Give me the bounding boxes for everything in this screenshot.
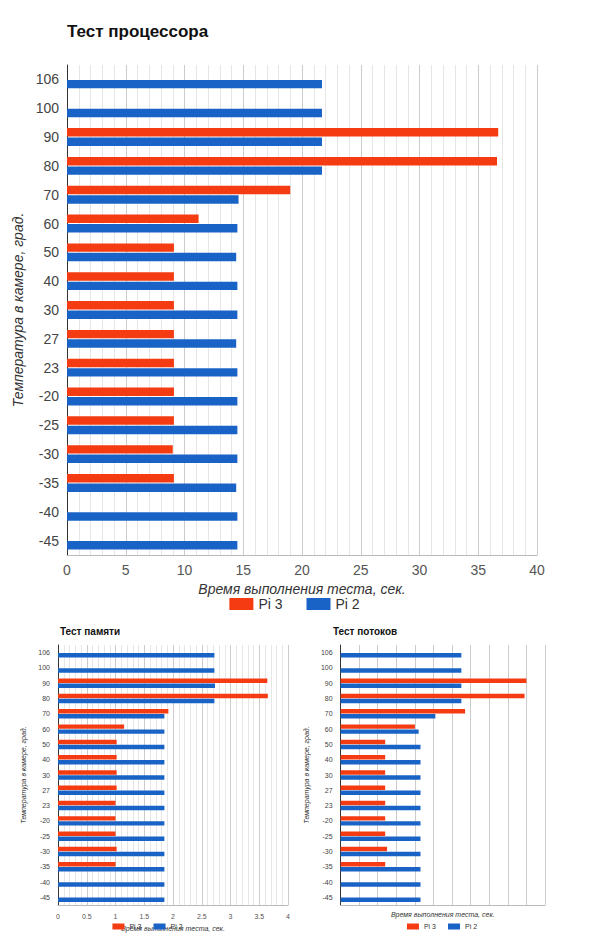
svg-text:70: 70: [325, 710, 333, 717]
svg-text:106: 106: [38, 649, 50, 656]
svg-text:Тест памяти: Тест памяти: [60, 626, 120, 637]
svg-text:1.5: 1.5: [139, 913, 149, 920]
svg-text:Тест процессора: Тест процессора: [67, 22, 209, 41]
svg-text:Pi 2: Pi 2: [171, 923, 183, 930]
svg-text:Pi 2: Pi 2: [336, 596, 360, 612]
svg-text:15: 15: [235, 562, 251, 578]
svg-text:Температура в камере, град.: Температура в камере, град.: [10, 213, 26, 408]
svg-text:40: 40: [325, 756, 333, 763]
svg-text:40: 40: [43, 273, 59, 289]
svg-text:5: 5: [122, 562, 130, 578]
svg-text:-30: -30: [322, 848, 332, 855]
svg-text:Температура в камере, град.: Температура в камере, град.: [20, 726, 28, 823]
svg-text:Температура в камере, град.: Температура в камере, град.: [303, 726, 311, 823]
svg-text:23: 23: [42, 802, 50, 809]
svg-text:70: 70: [43, 187, 59, 203]
svg-text:-35: -35: [40, 863, 50, 870]
svg-text:-25: -25: [39, 417, 59, 433]
svg-text:Pi 3: Pi 3: [129, 923, 141, 930]
svg-text:80: 80: [325, 695, 333, 702]
svg-text:50: 50: [42, 741, 50, 748]
svg-text:50: 50: [43, 244, 59, 260]
svg-text:4: 4: [286, 913, 290, 920]
svg-text:-35: -35: [39, 475, 59, 491]
svg-text:27: 27: [43, 331, 59, 347]
svg-text:60: 60: [43, 216, 59, 232]
svg-text:80: 80: [42, 695, 50, 702]
svg-text:-45: -45: [39, 533, 59, 549]
svg-text:Pi 2: Pi 2: [465, 923, 477, 930]
svg-text:-40: -40: [40, 879, 50, 886]
svg-text:30: 30: [43, 302, 59, 318]
svg-text:90: 90: [43, 129, 59, 145]
svg-text:30: 30: [412, 562, 428, 578]
svg-text:-45: -45: [40, 894, 50, 901]
svg-text:90: 90: [42, 680, 50, 687]
svg-text:-20: -20: [40, 817, 50, 824]
svg-text:106: 106: [321, 649, 333, 656]
svg-text:23: 23: [325, 802, 333, 809]
svg-text:-30: -30: [40, 848, 50, 855]
svg-text:3: 3: [229, 913, 233, 920]
svg-text:100: 100: [321, 664, 333, 671]
svg-text:10: 10: [177, 562, 193, 578]
svg-text:27: 27: [42, 787, 50, 794]
svg-text:Время выполнения теста, сек.: Время выполнения теста, сек.: [391, 911, 495, 919]
svg-text:27: 27: [325, 787, 333, 794]
svg-text:0: 0: [63, 562, 71, 578]
svg-text:Pi 3: Pi 3: [424, 923, 436, 930]
svg-text:0: 0: [56, 913, 60, 920]
svg-text:-20: -20: [322, 817, 332, 824]
svg-text:25: 25: [353, 562, 369, 578]
svg-text:2: 2: [171, 913, 175, 920]
svg-text:-30: -30: [39, 446, 59, 462]
svg-text:0.5: 0.5: [82, 913, 92, 920]
svg-text:40: 40: [42, 756, 50, 763]
svg-text:106: 106: [36, 71, 60, 87]
svg-text:2.5: 2.5: [197, 913, 207, 920]
svg-text:1: 1: [114, 913, 118, 920]
svg-text:-25: -25: [322, 833, 332, 840]
svg-text:3.5: 3.5: [254, 913, 264, 920]
svg-text:60: 60: [325, 726, 333, 733]
svg-text:-40: -40: [39, 504, 59, 520]
svg-text:60: 60: [42, 726, 50, 733]
svg-text:100: 100: [36, 100, 60, 116]
svg-text:-35: -35: [322, 863, 332, 870]
svg-text:-20: -20: [39, 388, 59, 404]
svg-text:Pi 3: Pi 3: [258, 596, 282, 612]
svg-text:-40: -40: [322, 879, 332, 886]
svg-text:30: 30: [325, 772, 333, 779]
svg-text:23: 23: [43, 360, 59, 376]
svg-text:Тест потоков: Тест потоков: [333, 626, 397, 637]
svg-text:-25: -25: [40, 833, 50, 840]
svg-text:90: 90: [325, 680, 333, 687]
svg-text:-45: -45: [322, 894, 332, 901]
svg-text:20: 20: [294, 562, 310, 578]
svg-text:80: 80: [43, 158, 59, 174]
svg-text:30: 30: [42, 772, 50, 779]
svg-text:Время выполнения теста, сек.: Время выполнения теста, сек.: [198, 581, 405, 597]
svg-text:50: 50: [325, 741, 333, 748]
svg-text:35: 35: [470, 562, 486, 578]
svg-text:100: 100: [38, 664, 50, 671]
svg-text:40: 40: [529, 562, 545, 578]
svg-text:70: 70: [42, 710, 50, 717]
